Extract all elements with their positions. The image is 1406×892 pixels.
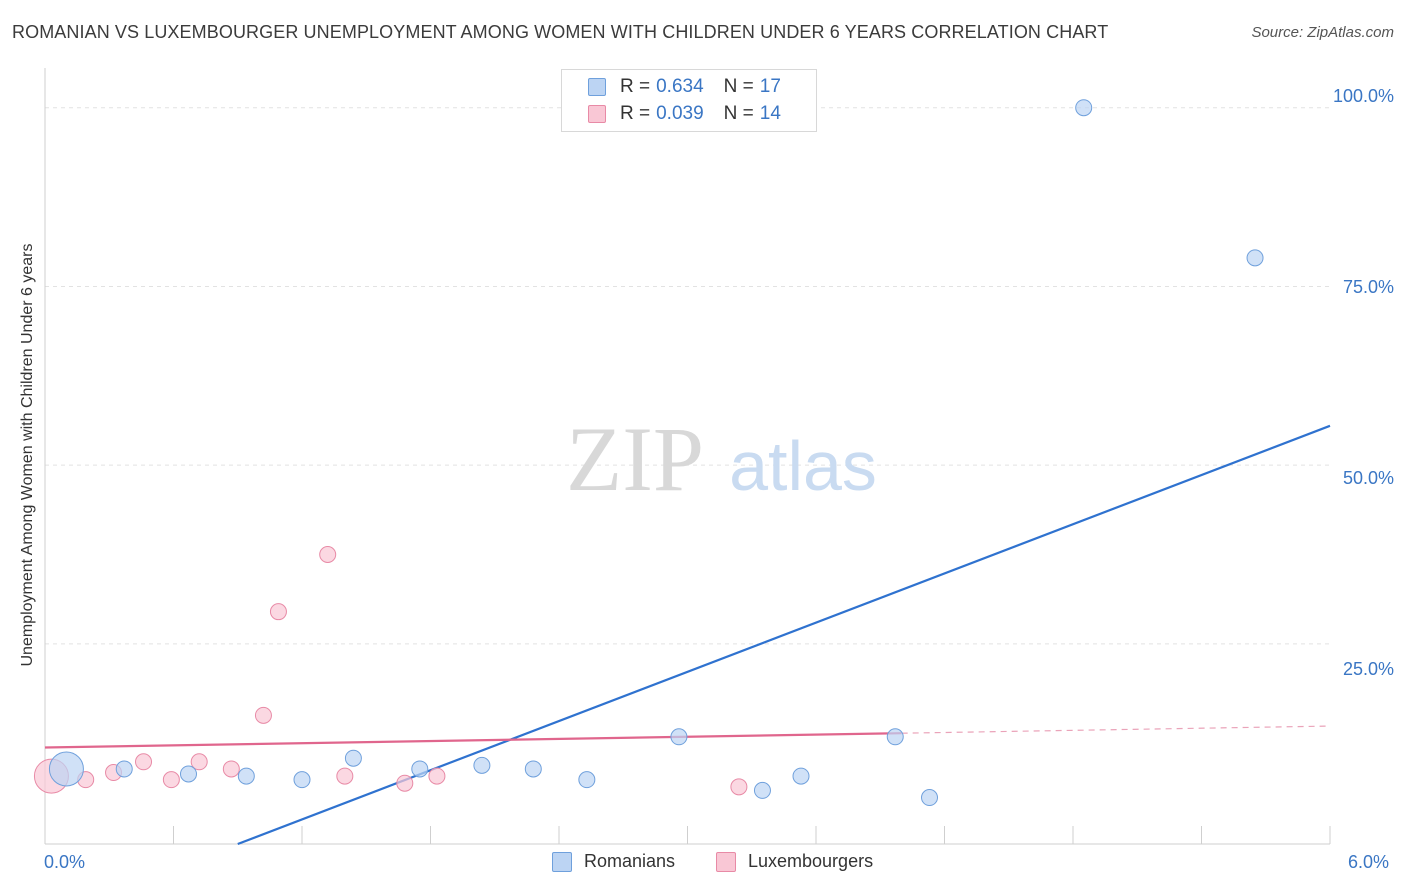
y-tick-100: 100.0% bbox=[1332, 86, 1394, 106]
luxembourgers-point bbox=[319, 546, 337, 563]
legend-romanians: Romanians bbox=[552, 851, 675, 872]
y-tick-25: 25.0% bbox=[1342, 659, 1394, 679]
romanians-point bbox=[411, 760, 429, 778]
romanians-point bbox=[48, 751, 84, 787]
y-tick-50: 50.0% bbox=[1342, 468, 1394, 488]
watermark-zip: ZIP bbox=[566, 408, 704, 510]
romanians-n-value: 17 bbox=[759, 76, 781, 97]
romanians-point bbox=[921, 789, 939, 807]
luxembourgers-point bbox=[135, 753, 153, 771]
source-label: Source: ZipAtlas.com bbox=[1251, 24, 1394, 41]
data-points bbox=[33, 99, 1264, 807]
romanians-point bbox=[1075, 99, 1093, 117]
luxembourgers-point bbox=[254, 706, 272, 724]
r-label: R = bbox=[620, 103, 651, 124]
watermark-atlas: atlas bbox=[729, 427, 877, 505]
romanians-point bbox=[1246, 249, 1264, 267]
luxembourgers-r-value: 0.039 bbox=[656, 103, 704, 124]
x-tick-max: 6.0% bbox=[1348, 852, 1390, 872]
y-tick-75: 75.0% bbox=[1342, 277, 1394, 297]
gridlines bbox=[45, 107, 1330, 645]
romanians-point bbox=[524, 760, 542, 778]
chart-title: ROMANIAN VS LUXEMBOURGER UNEMPLOYMENT AM… bbox=[12, 22, 1109, 42]
correlation-legend: R = 0.634 N = 17 R = 0.039 N = 14 bbox=[561, 69, 817, 132]
romanians-point bbox=[670, 728, 688, 746]
luxembourgers-point bbox=[336, 767, 354, 785]
romanians-point bbox=[473, 756, 491, 774]
luxembourgers-point bbox=[730, 778, 748, 796]
romanians-point bbox=[179, 765, 197, 783]
romanians-legend-swatch bbox=[552, 851, 572, 872]
n-label: N = bbox=[723, 76, 754, 97]
luxembourgers-legend-swatch bbox=[716, 851, 736, 872]
romanians-point bbox=[115, 760, 133, 778]
watermark: ZIP atlas bbox=[566, 408, 877, 510]
luxembourgers-point bbox=[190, 753, 208, 771]
legend-luxembourgers: Luxembourgers bbox=[716, 851, 873, 872]
luxembourgers-point bbox=[162, 771, 180, 789]
romanians-point bbox=[293, 771, 311, 789]
legend-row-romanians: R = 0.634 N = 17 bbox=[588, 75, 781, 99]
luxembourgers-point bbox=[428, 767, 446, 785]
luxembourgers-legend-label: Luxembourgers bbox=[748, 851, 874, 871]
n-label: N = bbox=[723, 103, 754, 124]
luxembourgers-point bbox=[222, 760, 240, 778]
romanians-point bbox=[578, 771, 596, 789]
romanians-point bbox=[753, 781, 771, 799]
luxembourgers-trend-extension bbox=[901, 725, 1331, 734]
romanians-point bbox=[792, 767, 810, 785]
romanians-point bbox=[344, 749, 362, 767]
romanians-point bbox=[886, 728, 904, 746]
luxembourgers-n-value: 14 bbox=[759, 103, 781, 124]
axes bbox=[44, 68, 1331, 845]
r-label: R = bbox=[620, 76, 651, 97]
luxembourgers-swatch bbox=[588, 105, 606, 123]
luxembourgers-trend-line bbox=[44, 732, 902, 749]
x-tick-min: 0.0% bbox=[44, 852, 86, 872]
luxembourgers-point bbox=[396, 774, 414, 792]
romanians-swatch bbox=[588, 78, 606, 96]
romanians-r-value: 0.634 bbox=[656, 76, 704, 97]
luxembourgers-point bbox=[269, 603, 287, 621]
romanians-point bbox=[237, 767, 255, 785]
legend-row-luxembourgers: R = 0.039 N = 14 bbox=[588, 102, 781, 126]
romanians-legend-label: Romanians bbox=[584, 851, 676, 871]
